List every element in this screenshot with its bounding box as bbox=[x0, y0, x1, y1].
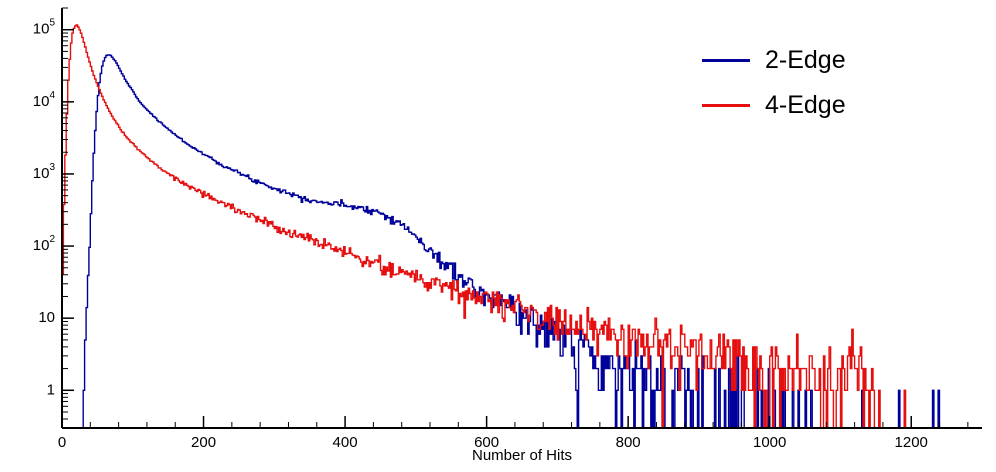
legend-line-sample-4-edge bbox=[702, 103, 750, 107]
x-axis-title: Number of Hits bbox=[471, 447, 573, 464]
x-tick-label: 0 bbox=[58, 434, 66, 451]
y-tick-label: 10 bbox=[38, 309, 55, 326]
y-tick-label: 102 bbox=[33, 234, 56, 254]
y-tick-label: 104 bbox=[33, 89, 56, 109]
legend-label-2-edge: 2-Edge bbox=[765, 45, 846, 74]
x-tick-label: 600 bbox=[474, 434, 499, 451]
x-axis: 0 200 400 600 800 1000 1200 bbox=[58, 416, 982, 451]
x-tick-label: 1200 bbox=[895, 434, 928, 451]
y-tick-label: 105 bbox=[33, 17, 56, 37]
x-tick-label: 200 bbox=[191, 434, 216, 451]
x-tick-label: 1000 bbox=[753, 434, 786, 451]
y-tick-label: 103 bbox=[33, 162, 56, 182]
legend: 2-Edge 4-Edge bbox=[702, 42, 846, 123]
legend-label-4-edge: 4-Edge bbox=[765, 90, 846, 119]
legend-item-4-edge: 4-Edge bbox=[702, 87, 846, 123]
y-tick-label: 1 bbox=[47, 381, 55, 398]
x-tick-label: 800 bbox=[616, 434, 641, 451]
y-axis: 1 10 102 103 104 105 bbox=[33, 7, 74, 429]
legend-item-2-edge: 2-Edge bbox=[702, 42, 846, 78]
legend-line-sample-2-edge bbox=[702, 58, 750, 62]
x-tick-label: 400 bbox=[333, 434, 358, 451]
